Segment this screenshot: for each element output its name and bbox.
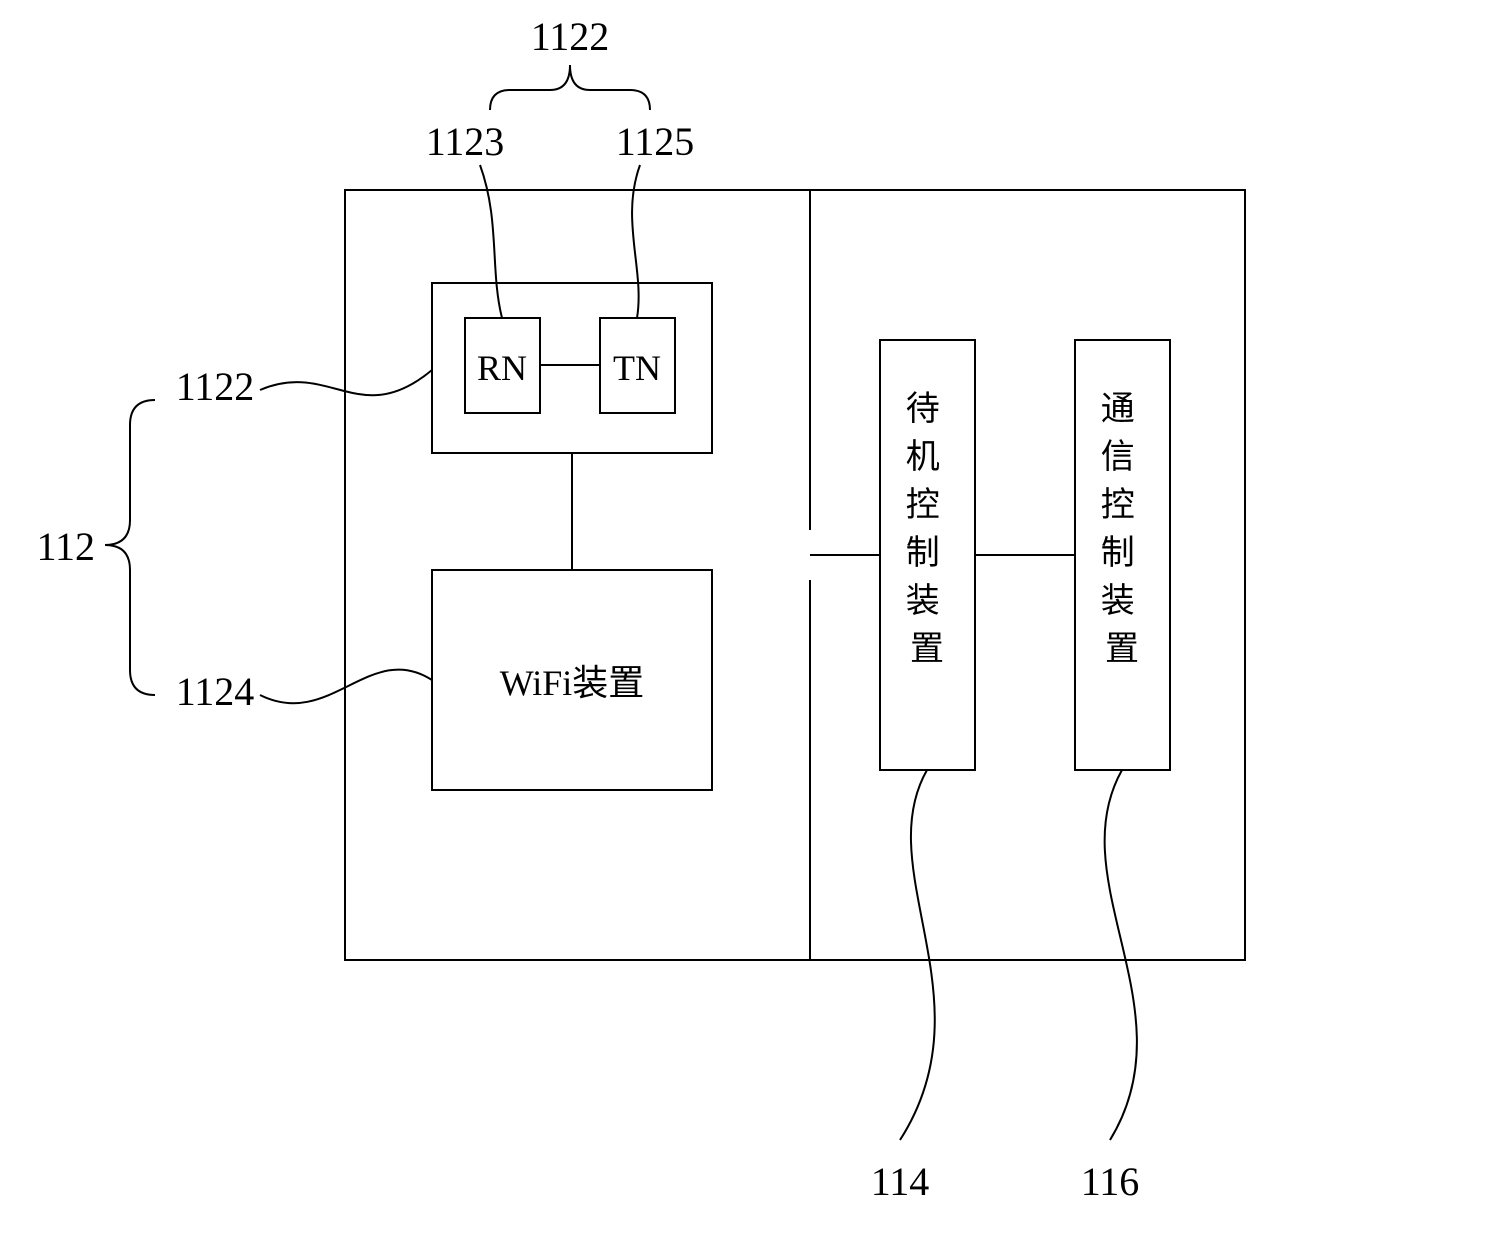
label-top-1122: 1122: [531, 14, 610, 59]
comm-control-label: 通 信 控 制 装 置: [1101, 391, 1144, 668]
standby-control-label: 待 机 控 制 装 置: [906, 391, 949, 668]
outer-container-box: [345, 190, 1245, 960]
tn-label: TN: [613, 348, 661, 388]
label-top-1123: 1123: [426, 119, 505, 164]
rn-label: RN: [477, 348, 527, 388]
wifi-label: WiFi装置: [500, 663, 645, 703]
rn-tn-group-box: [432, 283, 712, 453]
label-top-1125: 1125: [616, 119, 695, 164]
label-left-112: 112: [36, 524, 95, 569]
leader-114: [900, 770, 935, 1140]
brace-top-icon: [490, 65, 650, 110]
label-left-1124: 1124: [176, 669, 255, 714]
label-bottom-116: 116: [1081, 1159, 1140, 1204]
label-left-1122: 1122: [176, 364, 255, 409]
brace-left-icon: [105, 400, 155, 695]
leader-1125: [632, 165, 640, 318]
leader-116: [1105, 770, 1137, 1140]
label-bottom-114: 114: [871, 1159, 930, 1204]
leader-1123: [480, 165, 502, 318]
